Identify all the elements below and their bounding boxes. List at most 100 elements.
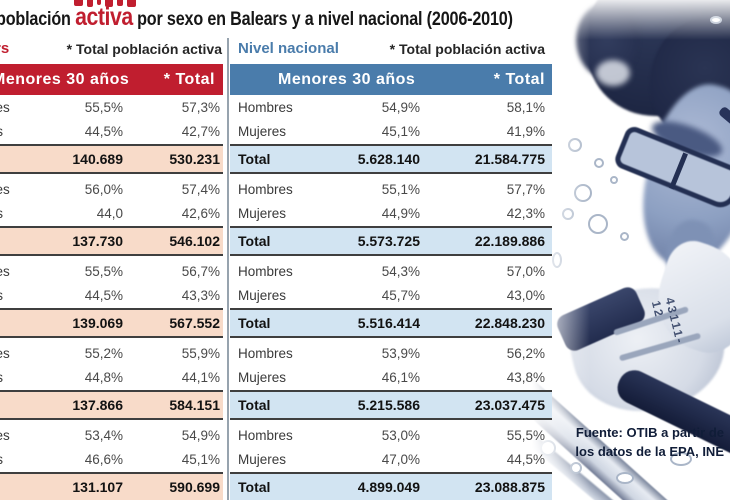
table-divider	[227, 38, 229, 500]
column-header-total: * Total	[493, 70, 545, 88]
remnant-mark	[87, 0, 93, 7]
source-line-2: los datos de la EPA, INE	[575, 443, 724, 459]
cell-value: 584.151	[169, 397, 220, 413]
cell-value: 56,7%	[181, 264, 220, 279]
cell-value: 55,1%	[381, 182, 420, 197]
cell-value: 55,9%	[181, 346, 220, 361]
row-label: Mujeres	[238, 288, 287, 303]
row-label: Mujeres	[0, 120, 15, 144]
column-header-young: Menores 30 años	[278, 70, 416, 88]
water-droplet	[594, 158, 604, 168]
year-block: Hombres 53,9% 56,2% Mujeres 46,1% 43,8% Total 5…	[230, 342, 552, 420]
cell-value: 139.069	[72, 315, 123, 331]
cell-value: 55,5%	[84, 264, 123, 279]
column-header-young: Menores 30 años	[0, 70, 130, 88]
row-label: Hombres	[238, 346, 293, 361]
row-label: Hombres	[0, 100, 10, 115]
cell-value: 43,3%	[181, 288, 220, 303]
cell-value: 53,4%	[84, 428, 123, 443]
page-title: población activa por sexo en Balears y a…	[0, 3, 513, 32]
row-label: Total	[0, 310, 15, 336]
cell-value: 45,1%	[381, 124, 420, 139]
column-header-total: * Total	[163, 70, 215, 88]
year-block: Hombres 53,0% 55,5% Mujeres 47,0% 44,5% Total 4…	[230, 424, 552, 500]
row-label: Mujeres	[0, 202, 15, 226]
table-row-total: Total 137.866 584.151	[0, 390, 223, 420]
table-row: Hombres 55,2% 55,9%	[0, 342, 223, 366]
cell-value: 47,0%	[381, 452, 420, 467]
table-row: Mujeres 46,1% 43,8%	[230, 366, 552, 390]
cell-value: 57,3%	[181, 100, 220, 115]
cell-value: 42,3%	[506, 206, 545, 221]
table-row: Hombres 53,0% 55,5%	[230, 424, 552, 448]
table-row: Hombres 54,9% 58,1%	[230, 96, 552, 120]
cell-value: 43,0%	[506, 288, 545, 303]
row-label: Hombres	[0, 264, 10, 279]
cell-value: 53,0%	[381, 428, 420, 443]
table-row: Mujeres 44,5% 42,7%	[0, 120, 223, 144]
cell-value: 42,7%	[181, 124, 220, 139]
row-label: Total	[0, 474, 15, 500]
cell-value: 546.102	[169, 233, 220, 249]
cell-value: 44,8%	[84, 370, 123, 385]
water-droplet	[588, 214, 608, 234]
national-table: Hombres 54,9% 58,1% Mujeres 45,1% 41,9% Total 5…	[230, 96, 552, 500]
table-row: Mujeres 44,9% 42,3%	[230, 202, 552, 226]
national-region-label: Nivel nacional	[238, 40, 339, 57]
cell-value: 55,2%	[84, 346, 123, 361]
water-droplet	[610, 176, 618, 184]
table-row: Mujeres 44,8% 44,1%	[0, 366, 223, 390]
source-credit: Fuente: OTIB a partir de los datos de la…	[575, 424, 724, 462]
remnant-mark	[74, 0, 83, 6]
row-label: Mujeres	[238, 124, 287, 139]
table-row: Mujeres 46,6% 45,1%	[0, 448, 223, 472]
table-row-total: Total 4.899.049 23.088.875	[230, 472, 552, 500]
cell-value: 590.699	[169, 479, 220, 495]
cell-value: 54,9%	[381, 100, 420, 115]
table-row: Hombres 53,4% 54,9%	[0, 424, 223, 448]
cell-value: 55,5%	[84, 100, 123, 115]
cell-value: 56,2%	[506, 346, 545, 361]
year-block: Hombres 55,1% 57,7% Mujeres 44,9% 42,3% Total 5…	[230, 178, 552, 256]
balears-footnote: * Total población activa	[66, 41, 222, 57]
row-label: Mujeres	[238, 452, 287, 467]
year-block: Hombres 55,2% 55,9% Mujeres 44,8% 44,1% Total 1…	[0, 342, 223, 420]
table-row: Mujeres 44,5% 43,3%	[0, 284, 223, 308]
cell-value: 22.189.886	[474, 233, 545, 249]
remnant-mark	[127, 0, 136, 7]
cell-value: 54,9%	[181, 428, 220, 443]
remnant-mark	[97, 0, 101, 5]
row-label: Mujeres	[238, 370, 287, 385]
row-label: Hombres	[238, 428, 293, 443]
table-row-total: Total 5.628.140 21.584.775	[230, 144, 552, 174]
cell-value: 45,7%	[381, 288, 420, 303]
row-label: Total	[238, 397, 271, 413]
row-label: Hombres	[238, 100, 293, 115]
national-footnote: * Total población activa	[389, 41, 545, 57]
table-row-total: Total 139.069 567.552	[0, 308, 223, 338]
table-row: Mujeres 47,0% 44,5%	[230, 448, 552, 472]
cell-value: 4.899.049	[357, 479, 420, 495]
cell-value: 23.037.475	[474, 397, 545, 413]
water-droplet	[616, 472, 634, 484]
source-line-1: Fuente: OTIB a partir de	[575, 425, 724, 440]
row-label: Total	[0, 392, 15, 418]
title-prefix: población	[0, 9, 71, 30]
row-label: Total	[238, 151, 271, 167]
cell-value: 45,1%	[181, 452, 220, 467]
year-block: Hombres 54,3% 57,0% Mujeres 45,7% 43,0% Total 5…	[230, 260, 552, 338]
cell-value: 567.552	[169, 315, 220, 331]
cell-value: 46,1%	[381, 370, 420, 385]
cell-value: 42,6%	[181, 206, 220, 221]
cell-value: 57,7%	[506, 182, 545, 197]
remnant-mark	[117, 0, 123, 6]
clipped-red-text-remnant	[74, 0, 136, 7]
table-row: Hombres 55,5% 56,7%	[0, 260, 223, 284]
table-row: Mujeres 44,0 42,6%	[0, 202, 223, 226]
cell-value: 44,5%	[84, 124, 123, 139]
row-label: Hombres	[238, 182, 293, 197]
cell-value: 23.088.875	[474, 479, 545, 495]
row-label: Mujeres	[0, 448, 15, 472]
row-label: Hombres	[0, 428, 10, 443]
